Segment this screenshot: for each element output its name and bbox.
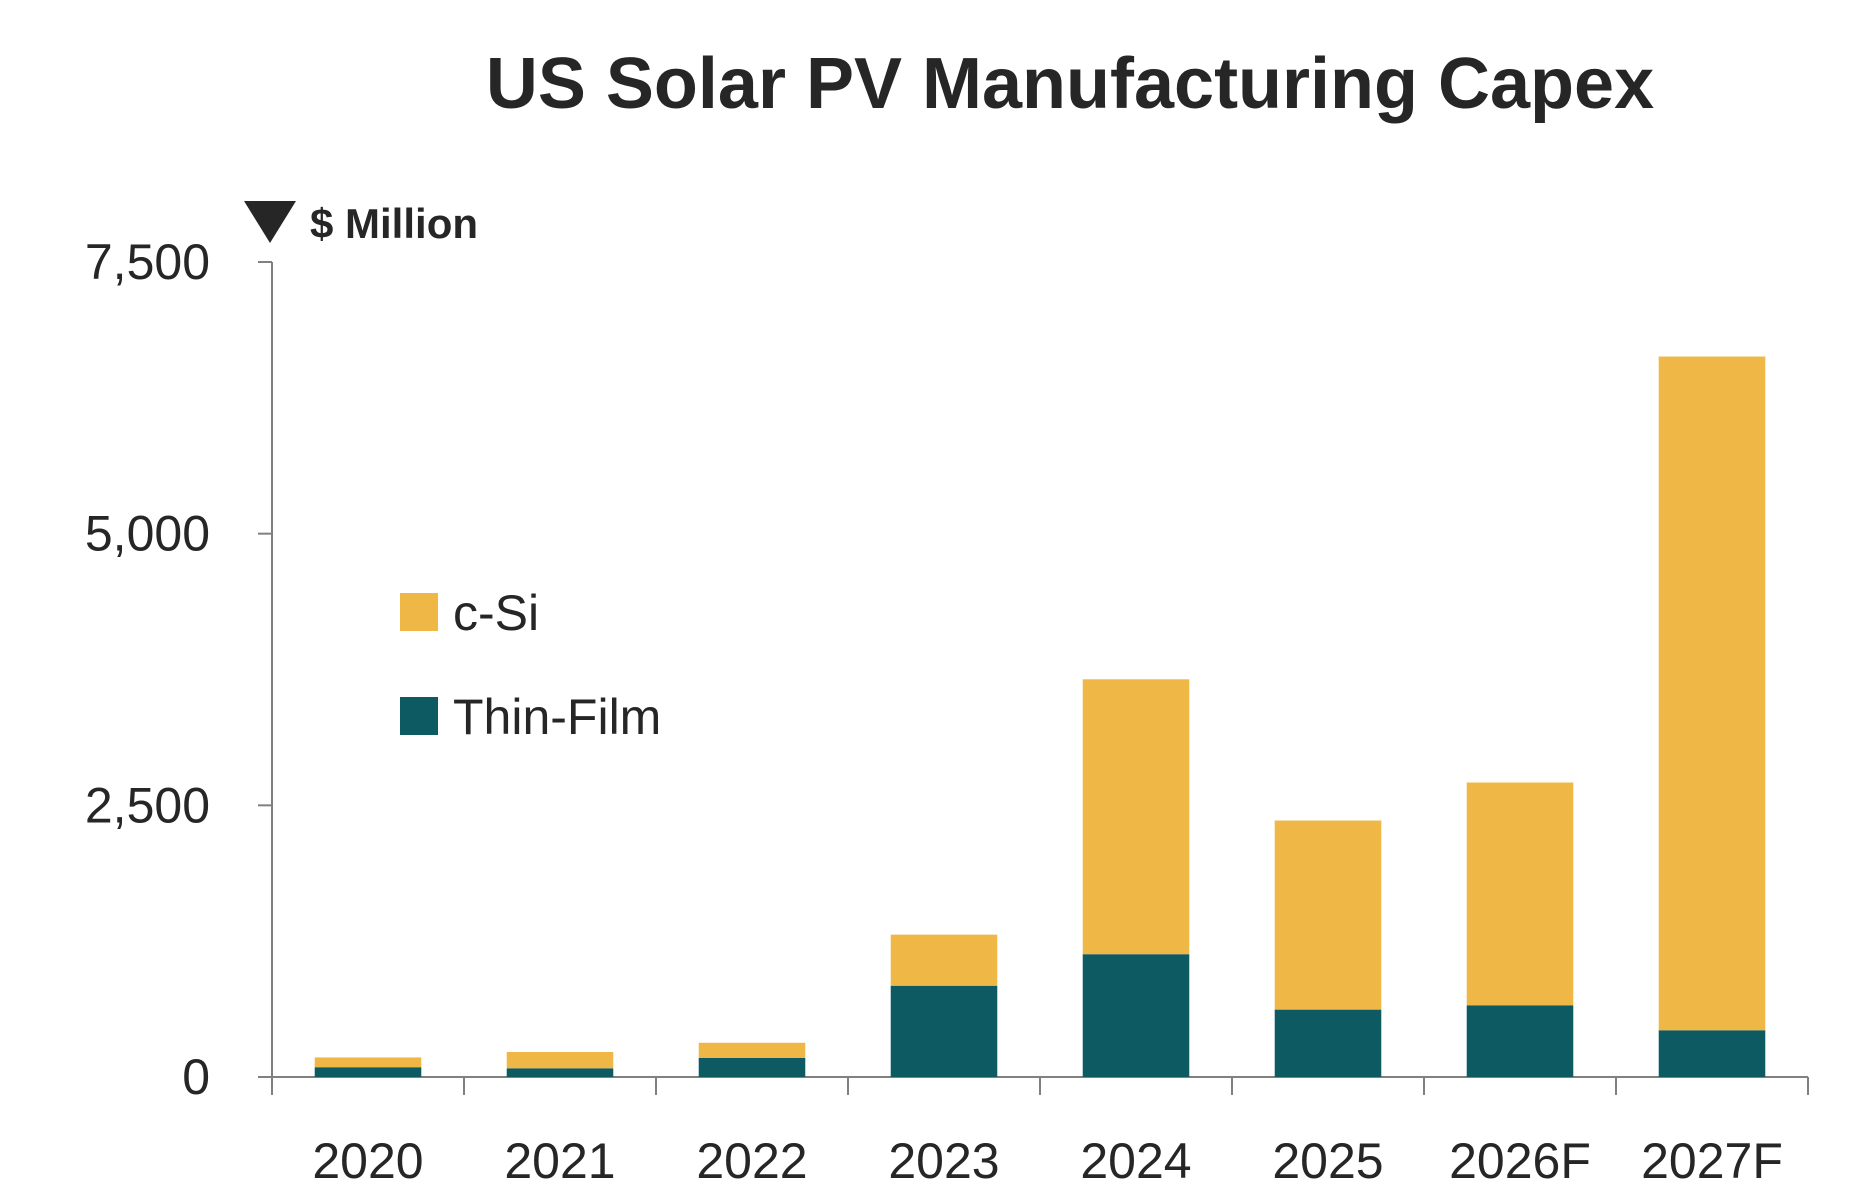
bar-thin-film-2025 bbox=[1274, 1009, 1382, 1077]
legend-label-c-si: c-Si bbox=[453, 585, 539, 641]
bar-c-si-2026f bbox=[1466, 782, 1574, 1006]
bars bbox=[314, 356, 1766, 1077]
legend-swatch-c-si bbox=[400, 593, 438, 631]
bar-thin-film-2020 bbox=[314, 1067, 422, 1077]
x-tick-label: 2020 bbox=[312, 1133, 423, 1189]
legend-label-thin-film: Thin-Film bbox=[453, 689, 661, 745]
x-tick-label: 2023 bbox=[888, 1133, 999, 1189]
y-tick-label: 2,500 bbox=[85, 777, 210, 833]
bar-c-si-2024 bbox=[1082, 679, 1190, 955]
x-tick-label: 2021 bbox=[504, 1133, 615, 1189]
bar-thin-film-2023 bbox=[890, 985, 998, 1077]
x-tick-label: 2026F bbox=[1449, 1133, 1591, 1189]
y-tick-label: 5,000 bbox=[85, 506, 210, 562]
legend: c-Si Thin-Film bbox=[400, 585, 661, 745]
bar-thin-film-2027f bbox=[1658, 1030, 1766, 1077]
legend-swatch-thin-film bbox=[400, 697, 438, 735]
bar-c-si-2022 bbox=[698, 1042, 806, 1058]
bar-c-si-2021 bbox=[506, 1052, 614, 1069]
bar-thin-film-2022 bbox=[698, 1057, 806, 1077]
chart-title: US Solar PV Manufacturing Capex bbox=[486, 44, 1654, 124]
y-axis: 0 2,500 5,000 7,500 bbox=[85, 234, 273, 1105]
bar-c-si-2027f bbox=[1658, 356, 1766, 1031]
x-tick-label: 2025 bbox=[1272, 1133, 1383, 1189]
y-tick-label: 0 bbox=[182, 1049, 210, 1105]
bar-thin-film-2021 bbox=[506, 1068, 614, 1077]
y-tick-label: 7,500 bbox=[85, 234, 210, 290]
bar-thin-film-2024 bbox=[1082, 954, 1190, 1077]
x-axis: 2020 2021 2022 2023 2024 2025 2026F 2027F bbox=[271, 1076, 1809, 1189]
bar-c-si-2025 bbox=[1274, 820, 1382, 1010]
bar-c-si-2023 bbox=[890, 934, 998, 986]
bar-c-si-2020 bbox=[314, 1057, 422, 1068]
bar-thin-film-2026f bbox=[1466, 1005, 1574, 1077]
x-tick-label: 2022 bbox=[696, 1133, 807, 1189]
x-tick-label: 2027F bbox=[1641, 1133, 1783, 1189]
unit-marker-triangle-icon bbox=[244, 201, 296, 243]
unit-label: $ Million bbox=[310, 200, 478, 247]
x-tick-label: 2024 bbox=[1080, 1133, 1191, 1189]
